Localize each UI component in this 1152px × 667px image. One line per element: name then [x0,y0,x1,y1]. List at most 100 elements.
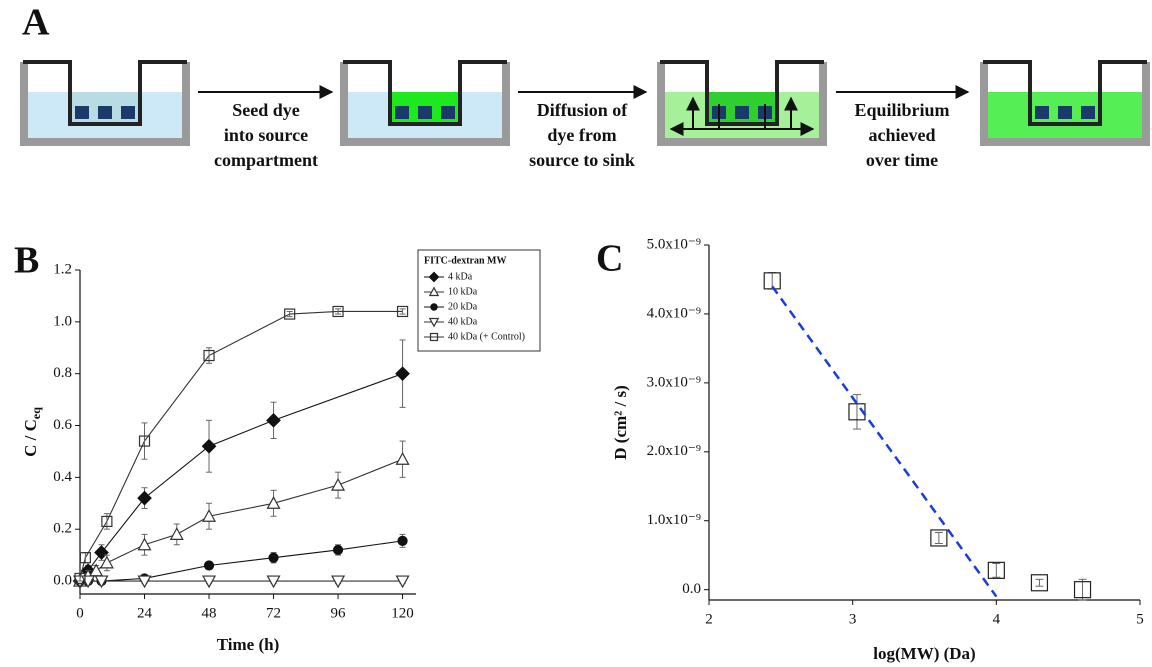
marker [202,508,217,522]
y-tick-label: 1.2 [53,261,72,277]
x-tick-label: 120 [391,605,414,621]
legend-box [417,249,541,352]
cell-block [1035,106,1049,119]
marker [331,477,346,491]
marker [203,349,215,362]
marker [202,575,217,589]
y-axis-label-subscript: eq [29,407,43,419]
marker [395,575,410,589]
step-label: into source [224,125,308,145]
marker [1030,574,1049,592]
error-bar [399,308,406,315]
step-label: Diffusion of [537,100,629,120]
y-tick-label: 2.0x10⁻⁹ [647,443,701,459]
cell-block [395,106,409,119]
legend-label: 40 kDa (+ Control) [448,331,525,342]
marker [137,537,152,551]
marker [395,451,410,465]
series-line [79,310,403,579]
cell-block [441,106,455,119]
y-tick-label: 0.2 [53,521,72,537]
insert [983,60,1147,126]
marker [203,560,215,571]
cell-block [1058,106,1072,119]
marker [284,308,296,320]
panel-label: B [14,240,39,282]
legend-label: 4 kDa [448,271,473,282]
y-axis-label: D (cm² / s) [611,385,630,460]
marker [332,544,344,556]
y-tick-label: 4.0x10⁻⁹ [647,305,701,321]
marker [94,545,109,560]
error-bar [852,394,861,430]
step-label: Equilibrium [854,100,949,120]
x-tick-label: 5 [1136,611,1144,627]
marker [138,435,151,447]
legend-label: 40 kDa [448,316,478,327]
x-tick-label: 4 [993,611,1001,627]
error-bar [1035,578,1044,587]
legend-marker [428,271,440,283]
x-tick-label: 3 [849,611,857,627]
marker [987,561,1005,579]
marker [94,575,109,589]
step-label: over time [866,150,938,170]
cell-block [418,106,432,119]
fit-line [771,285,998,598]
error-bar [1078,578,1087,601]
error-bar [77,575,83,582]
marker [763,272,781,290]
legend-marker [428,286,440,297]
error-bar [141,422,148,460]
x-tick-label: 48 [202,605,217,621]
cell-block [121,106,135,119]
panel-label: A [22,2,50,44]
y-tick-label: 0.8 [53,365,72,381]
insert [343,60,507,126]
step-label: dye from [547,125,616,145]
y-tick-label: 0.0 [53,572,72,588]
y-tick-label: 3.0x10⁻⁹ [647,374,701,390]
cell-block [98,106,112,119]
step-label: source to sink [529,150,635,170]
legend: FITC-dextran MW 4 kDa 10 kDa 20 kDa 40 kDa 40… [417,249,541,352]
marker [268,552,279,563]
marker [137,575,152,589]
error-bar [992,562,1001,578]
y-tick-label: 0.6 [53,417,72,433]
cell-block [1081,106,1095,119]
marker [331,575,346,589]
legend-label: 20 kDa [448,301,478,312]
marker [169,527,184,540]
x-axis-label: Time (h) [217,635,280,654]
marker [930,529,948,547]
step-label: compartment [214,150,318,170]
marker [397,535,408,546]
series-line [79,458,403,582]
error-bar [286,310,293,318]
legend-label: 10 kDa [448,286,478,297]
y-axis-label-main: C / C [21,419,40,457]
error-bar [934,531,943,544]
legend-marker [430,303,438,311]
marker [79,552,91,564]
marker [201,438,217,454]
insert [23,60,187,126]
marker [137,490,152,506]
x-axis-label: log(MW) (Da) [873,644,975,663]
marker [332,305,344,318]
marker [74,572,86,585]
step-label: achieved [869,125,936,145]
x-tick-label: 96 [331,605,347,621]
x-tick-label: 24 [137,605,153,621]
marker [266,496,281,509]
legend-marker [428,317,440,328]
y-axis-label: C / Ceq [21,407,43,457]
marker [99,555,114,569]
x-tick-label: 0 [76,605,84,621]
x-tick-label: 2 [705,611,713,627]
marker [396,305,409,318]
series-line [79,373,403,582]
y-tick-label: 5.0x10⁻⁹ [647,236,701,252]
